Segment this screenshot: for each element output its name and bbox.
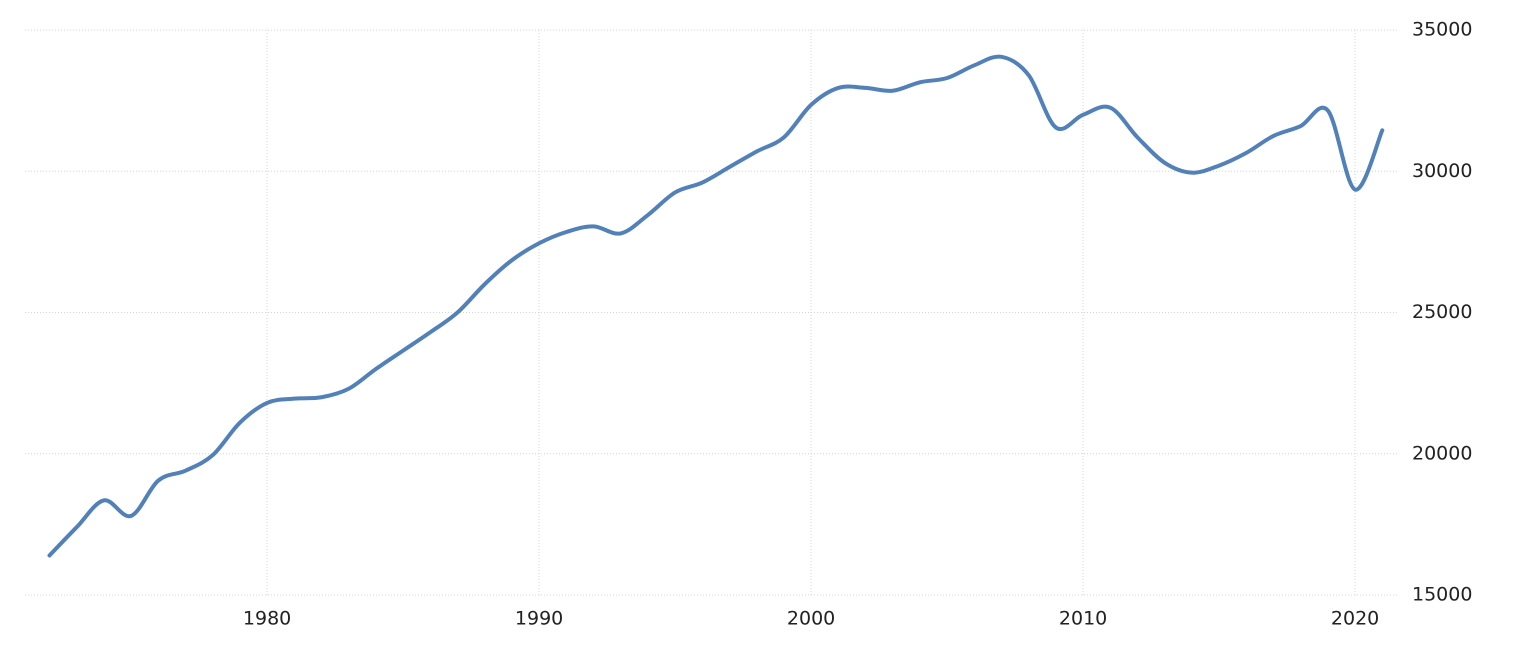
x-tick-label: 2000	[787, 608, 835, 630]
y-tick-label: 30000	[1412, 160, 1472, 182]
line	[47, 54, 1385, 558]
y-tick-label: 35000	[1412, 19, 1472, 41]
y-tick-label: 20000	[1412, 442, 1472, 464]
y-tick-label: 25000	[1412, 301, 1472, 323]
x-tick-label: 1990	[515, 608, 563, 630]
x-tick-label: 2020	[1331, 608, 1379, 630]
x-tick-label: 1980	[243, 608, 291, 630]
x-tick-label: 2010	[1059, 608, 1107, 630]
y-tick-label: 15000	[1412, 584, 1472, 606]
